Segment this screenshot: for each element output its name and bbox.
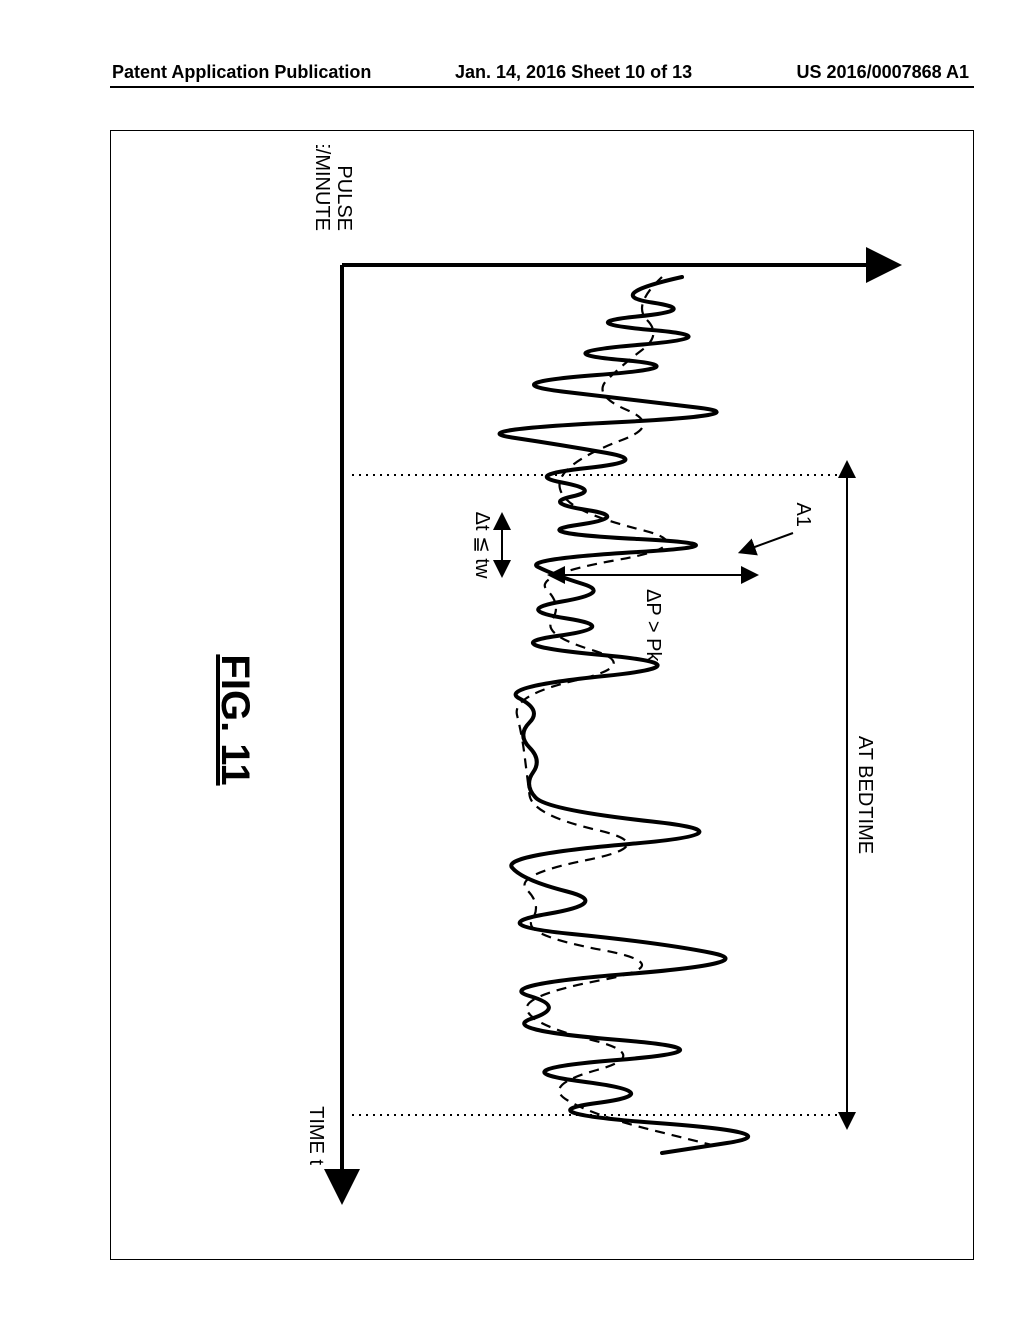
header-right: US 2016/0007868 A1 — [797, 62, 969, 83]
bedtime-label: AT BEDTIME — [854, 736, 876, 854]
delta-p-label: ΔP > Pk — [642, 589, 664, 662]
peak-label: A1 — [792, 503, 814, 527]
figure-rotated-group: PULSERATE/MINUTE TIME t AT BEDTIME A1 ΔP > P… — [122, 145, 962, 1245]
header-mid: Jan. 14, 2016 Sheet 10 of 13 — [455, 62, 692, 83]
figure-label: FIG. 11 — [213, 654, 257, 785]
header-rule — [110, 86, 974, 88]
figure-svg: PULSERATE/MINUTE TIME t AT BEDTIME A1 ΔP > P… — [122, 145, 962, 1245]
peak-pointer — [752, 533, 793, 548]
y-axis-label-1: PULSE — [333, 165, 355, 231]
x-axis-label: TIME t — [305, 1106, 327, 1165]
delta-t-label: Δt ≦ tw — [471, 512, 493, 579]
header-left: Patent Application Publication — [112, 62, 371, 83]
y-axis-label-2: RATE/MINUTE — [311, 145, 333, 231]
figure-frame: PULSERATE/MINUTE TIME t AT BEDTIME A1 ΔP > P… — [110, 130, 974, 1260]
